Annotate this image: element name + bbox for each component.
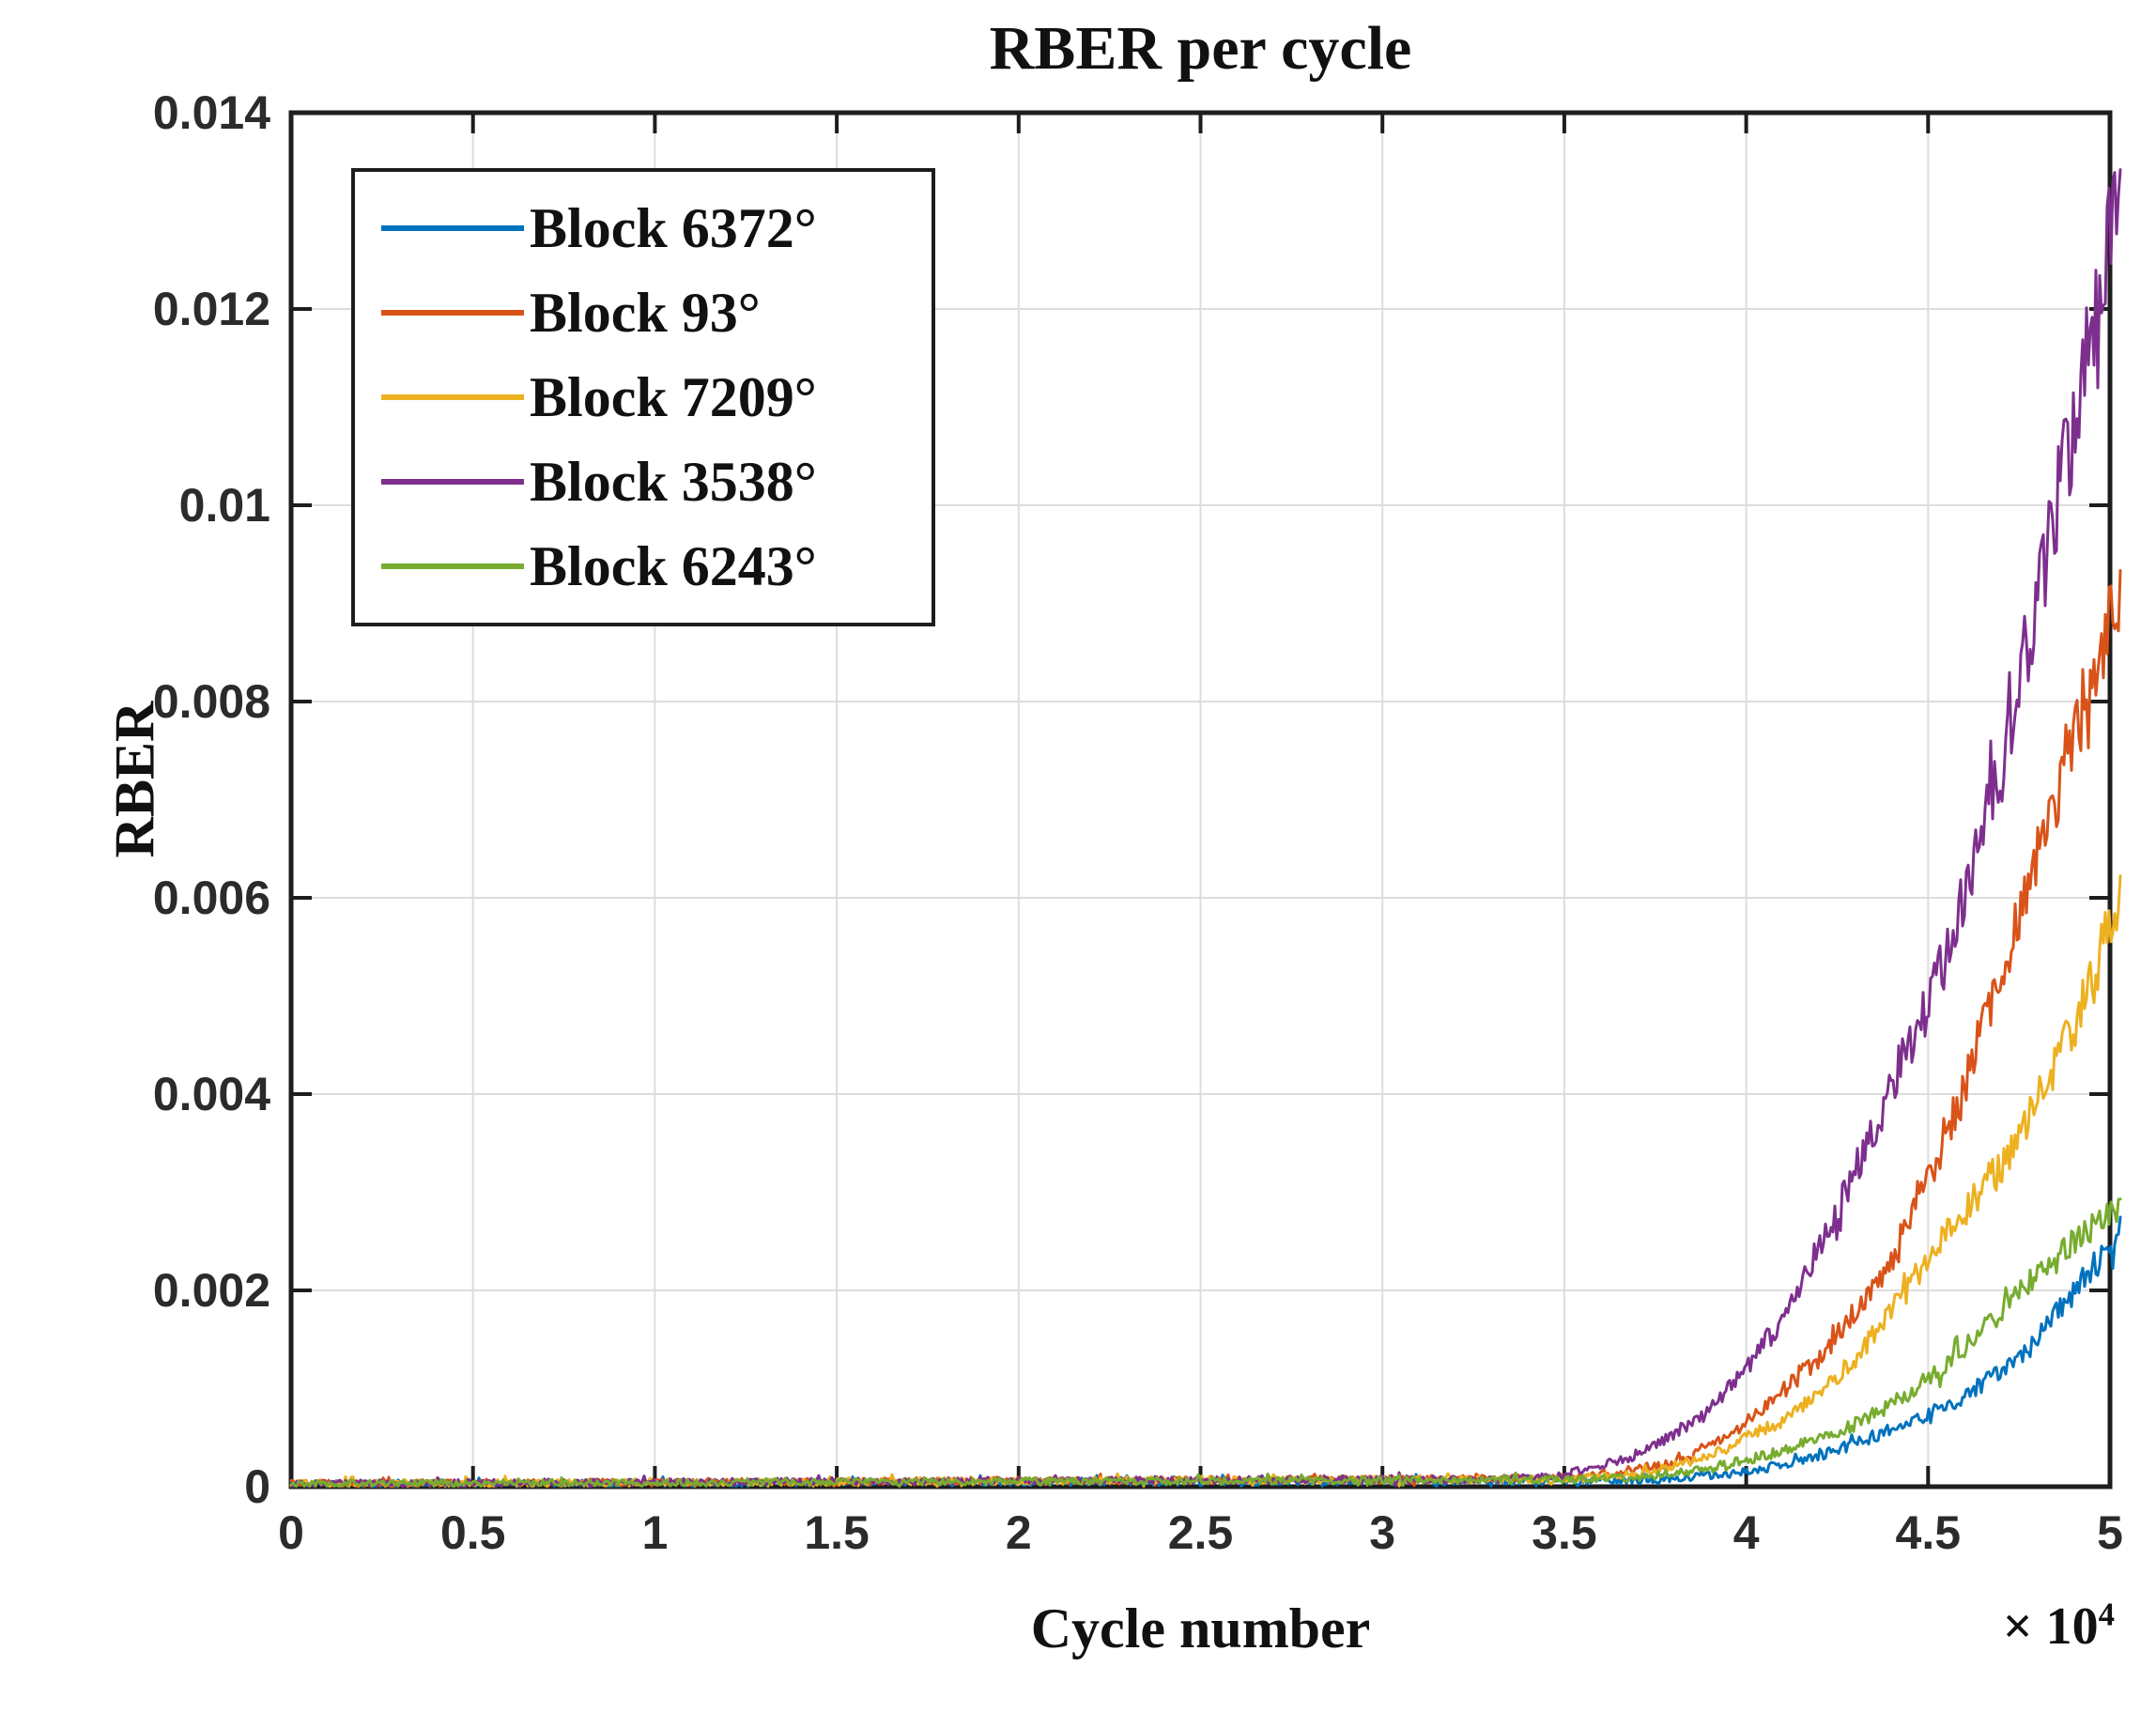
x-tick-label: 2.5 [1168, 1506, 1234, 1559]
x-tick-label: 0 [278, 1506, 304, 1559]
legend-swatch-line [381, 394, 524, 400]
y-tick-label: 0.004 [153, 1068, 270, 1120]
legend-item-label: Block 6372° [530, 197, 817, 259]
tick-labels: 0 0.5 1 1.5 2 2.5 3 3.5 4 4.5 5 0 0.002 0.004 0.006 0.0… [153, 86, 2123, 1559]
x-tick-label: 2 [1006, 1506, 1032, 1559]
legend-swatch-line [381, 563, 524, 569]
legend-item-label: Block 7209° [530, 366, 817, 428]
chart-title: RBER per cycle [989, 14, 1412, 83]
series-line-5 [289, 1197, 2122, 1488]
x-tick-label: 4 [1733, 1506, 1760, 1559]
x-tick-label: 5 [2097, 1506, 2123, 1559]
y-tick-label: 0 [244, 1460, 270, 1513]
legend-item-label: Block 6243° [530, 535, 817, 597]
legend-item: Block 6243° [381, 524, 932, 609]
legend: Block 6372° Block 93° Block 7209° Block 353… [351, 168, 935, 626]
x-tick-label: 1 [641, 1506, 668, 1559]
series-line-2 [289, 569, 2122, 1488]
legend-item: Block 3538° [381, 440, 932, 524]
y-tick-label: 0.01 [179, 479, 270, 532]
series-curves [289, 168, 2122, 1488]
x-tick-label: 0.5 [440, 1506, 506, 1559]
x-axis-exponent-label: × 104 [2002, 1596, 2115, 1656]
y-tick-label: 0.002 [153, 1264, 270, 1317]
series-line-1 [289, 1215, 2122, 1488]
legend-swatch-line [381, 310, 524, 316]
x-axis-label: Cycle number [1030, 1597, 1371, 1659]
legend-item: Block 7209° [381, 355, 932, 440]
legend-item-label: Block 93° [530, 282, 761, 344]
legend-item: Block 93° [381, 270, 932, 355]
y-tick-label: 0.014 [153, 86, 270, 139]
x-tick-label: 3 [1369, 1506, 1395, 1559]
x-tick-label: 4.5 [1896, 1506, 1962, 1559]
legend-item-label: Block 3538° [530, 451, 817, 513]
y-tick-label: 0.012 [153, 283, 270, 335]
x-tick-label: 3.5 [1532, 1506, 1597, 1559]
legend-item: Block 6372° [381, 186, 932, 270]
x-tick-label: 1.5 [804, 1506, 870, 1559]
series-line-3 [289, 874, 2122, 1488]
legend-swatch-line [381, 479, 524, 485]
y-tick-label: 0.006 [153, 872, 270, 924]
legend-swatch-line [381, 225, 524, 231]
y-tick-label: 0.008 [153, 675, 270, 728]
